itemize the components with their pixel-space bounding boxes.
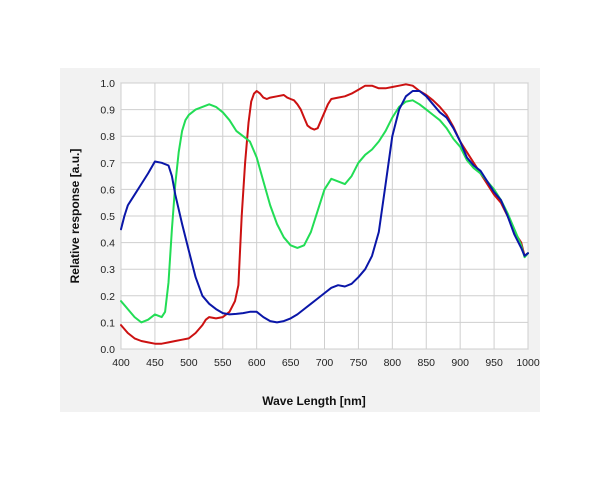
x-tick-label: 450 (146, 357, 164, 369)
y-tick-label: 0.5 (100, 211, 115, 223)
y-tick-label: 0.9 (100, 105, 115, 117)
y-tick-label: 0.0 (100, 344, 115, 356)
x-tick-label: 550 (214, 357, 232, 369)
x-tick-label: 750 (350, 357, 368, 369)
y-tick-label: 0.6 (100, 184, 115, 196)
x-tick-label: 500 (180, 357, 198, 369)
x-tick-labels: 400 450 500 550 600 650 700 750 800 850 900 950 1000 (112, 357, 540, 369)
series-line-3 (120, 90, 529, 324)
series-lines (120, 83, 529, 345)
series-line-2 (120, 99, 529, 324)
x-axis-title: Wave Length [nm] (262, 394, 366, 408)
y-axis-title: Relative response [a.u.] (68, 149, 82, 284)
x-tick-label: 650 (282, 357, 300, 369)
y-tick-label: 0.8 (100, 131, 115, 143)
y-tick-label: 0.7 (100, 158, 115, 170)
x-tick-label: 600 (248, 357, 266, 369)
grid (120, 82, 529, 350)
x-tick-label: 900 (451, 357, 469, 369)
y-tick-label: 0.4 (100, 238, 115, 250)
y-tick-label: 0.2 (100, 291, 115, 303)
y-tick-label: 0.1 (100, 317, 115, 329)
y-tick-label: 0.3 (100, 264, 115, 276)
series-line-1 (120, 83, 529, 345)
x-tick-label: 700 (316, 357, 334, 369)
x-tick-label: 1000 (516, 357, 540, 369)
x-tick-label: 850 (417, 357, 435, 369)
x-tick-label: 800 (384, 357, 402, 369)
x-tick-label: 950 (485, 357, 503, 369)
y-tick-label: 1.0 (100, 78, 115, 90)
x-tick-label: 400 (112, 357, 130, 369)
y-tick-labels: 0.0 0.1 0.2 0.3 0.4 0.5 0.6 0.7 0.8 0.9 1.0 (100, 78, 115, 356)
